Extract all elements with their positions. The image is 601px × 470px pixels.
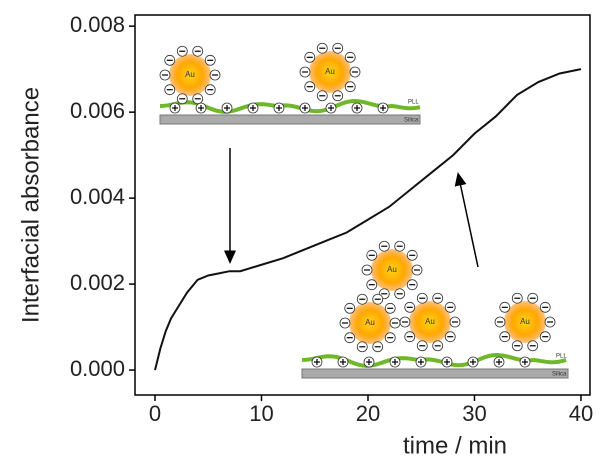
particle-label: Au xyxy=(325,67,335,76)
au-particle xyxy=(371,249,413,291)
x-tick-label: 30 xyxy=(462,401,486,426)
particle-label: Au xyxy=(365,318,375,327)
x-tick-label: 40 xyxy=(569,401,593,426)
substrate-label: Silica xyxy=(552,372,567,378)
polymer-label: PLL xyxy=(556,354,567,360)
y-tick-label: 0.000 xyxy=(70,356,125,381)
particle-label: Au xyxy=(185,70,195,79)
plot-frame xyxy=(134,14,591,396)
y-tick-label: 0.006 xyxy=(70,98,125,123)
substrate xyxy=(159,114,421,125)
y-tick-label: 0.008 xyxy=(70,12,125,37)
inset: Au Au Au Au PLL Silica xyxy=(301,240,569,379)
x-axis-label: time / min xyxy=(403,432,507,459)
x-tick-label: 20 xyxy=(356,401,380,426)
au-particle xyxy=(169,54,211,96)
x-tick-label: 0 xyxy=(149,401,161,426)
x-tick-label: 10 xyxy=(249,401,273,426)
particle-label: Au xyxy=(425,317,435,326)
au-particle xyxy=(504,301,546,343)
au-particle xyxy=(349,302,391,344)
y-tick-label: 0.004 xyxy=(70,184,125,209)
substrate xyxy=(301,368,569,379)
inset: Au Au PLL Silica xyxy=(159,42,421,125)
arrow xyxy=(454,172,479,268)
particle-label: Au xyxy=(387,265,397,274)
data-line xyxy=(154,68,582,371)
substrate-label: Silica xyxy=(404,118,419,124)
au-particle xyxy=(409,301,451,343)
polymer-label: PLL xyxy=(408,100,419,106)
particle-label: Au xyxy=(520,317,530,326)
y-axis-label: Interfacial absorbance xyxy=(17,87,44,323)
y-tick-label: 0.002 xyxy=(70,270,125,295)
au-particle xyxy=(309,51,351,93)
